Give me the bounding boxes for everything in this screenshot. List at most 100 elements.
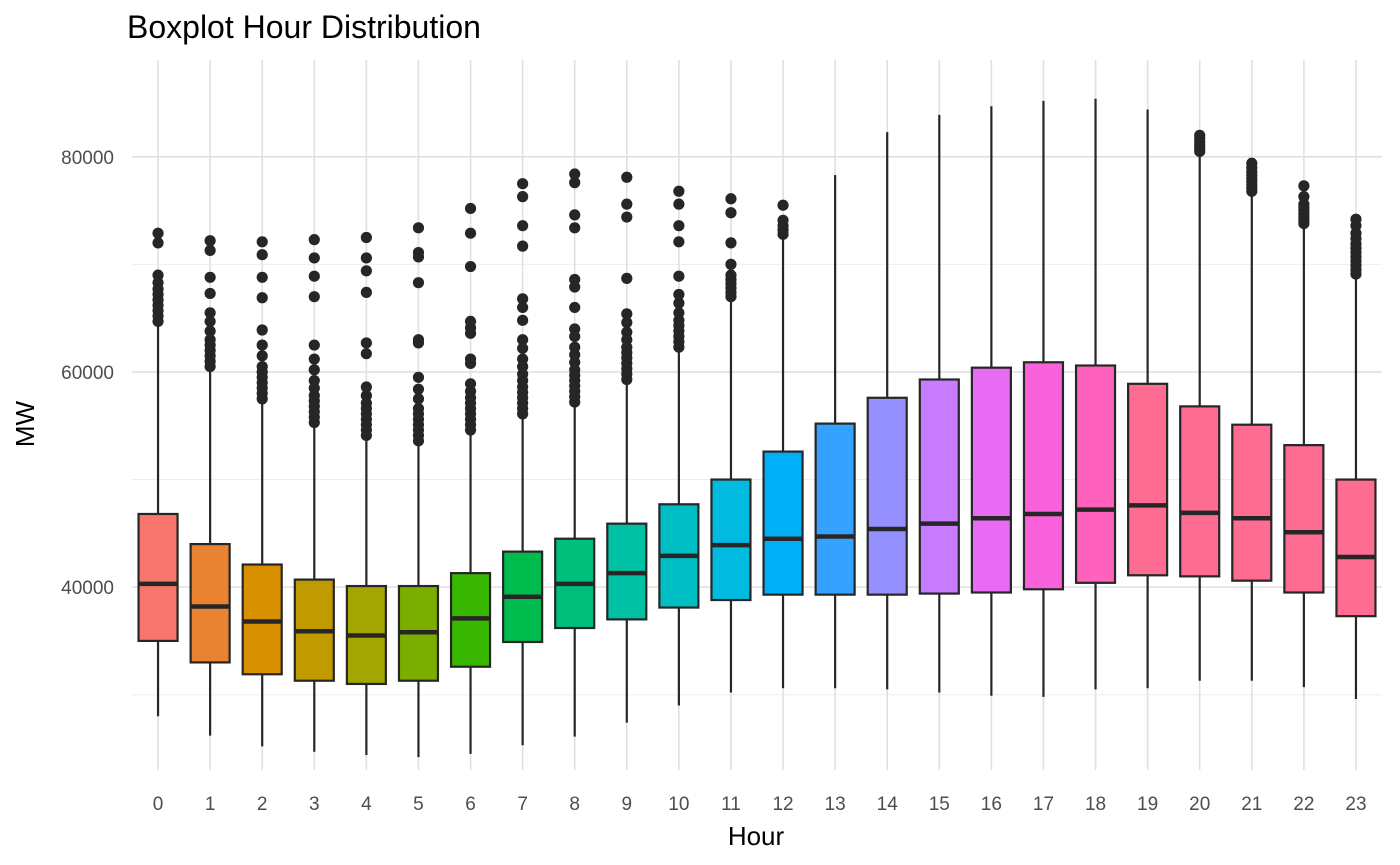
outlier-point <box>360 348 372 360</box>
outlier-point <box>621 211 633 223</box>
outlier-point <box>204 235 216 247</box>
outlier-point <box>569 323 581 335</box>
x-tick-label: 0 <box>153 794 164 815</box>
outlier-point <box>412 222 425 234</box>
x-tick-label: 22 <box>1293 794 1314 815</box>
outlier-point <box>725 237 737 249</box>
box-hour-8 <box>554 168 596 737</box>
box-iqr <box>866 396 908 596</box>
x-tick-label: 19 <box>1137 794 1158 815</box>
box-hour-14 <box>866 132 908 690</box>
outlier-point <box>360 381 372 393</box>
x-tick-label: 18 <box>1085 794 1106 815</box>
box-iqr <box>1074 364 1117 584</box>
outlier-point <box>412 383 425 395</box>
box-hour-12 <box>762 199 804 689</box>
outlier-point <box>360 390 372 402</box>
y-tick-label: 40000 <box>61 578 114 599</box>
box-hour-22 <box>1283 180 1325 688</box>
outlier-point <box>517 301 529 314</box>
outlier-point <box>308 364 320 376</box>
outlier-point <box>569 273 581 286</box>
outlier-point <box>517 220 529 232</box>
box-iqr <box>1335 478 1377 618</box>
box-hour-23 <box>1335 213 1377 699</box>
x-tick-label: 5 <box>413 794 424 815</box>
outlier-point <box>308 374 320 387</box>
box-iqr <box>814 422 856 596</box>
box-hour-17 <box>1022 100 1065 697</box>
x-tick-label: 14 <box>877 794 899 815</box>
outlier-point <box>360 231 372 244</box>
y-tick-label: 80000 <box>61 148 114 169</box>
outlier-point <box>725 269 737 281</box>
x-tick-label: 4 <box>361 794 372 815</box>
box-hour-0 <box>137 227 179 717</box>
outlier-point <box>412 371 425 383</box>
outlier-point <box>360 265 372 277</box>
outlier-point <box>569 301 581 314</box>
outlier-point <box>569 168 581 180</box>
outlier-point <box>464 202 477 215</box>
outlier-point <box>517 334 529 346</box>
outlier-point <box>673 185 685 197</box>
box-hour-5 <box>397 222 440 758</box>
y-axis-ticks: 40000 60000 80000 <box>61 148 114 599</box>
outlier-point <box>517 353 529 365</box>
outlier-point <box>569 222 581 234</box>
box-hour-18 <box>1074 98 1117 690</box>
outlier-point <box>673 236 685 248</box>
box-hour-7 <box>502 178 544 746</box>
box-hour-21 <box>1231 157 1273 681</box>
outlier-point <box>152 269 164 281</box>
box-hour-6 <box>449 202 492 754</box>
outlier-point <box>673 288 685 301</box>
outlier-point <box>464 227 477 239</box>
outlier-point <box>308 339 320 351</box>
outlier-point <box>1298 191 1310 203</box>
outlier-point <box>517 342 529 354</box>
outlier-point <box>673 307 685 319</box>
box-iqr <box>137 512 179 643</box>
y-tick-label: 60000 <box>61 363 114 384</box>
outlier-point <box>204 307 216 319</box>
y-axis-title: MW <box>10 400 40 447</box>
x-axis-title: Hour <box>728 821 785 851</box>
outlier-point <box>621 308 633 320</box>
box-iqr <box>1022 361 1065 591</box>
outlier-point <box>621 272 633 284</box>
outlier-point <box>360 286 372 298</box>
box-hour-1 <box>189 235 231 736</box>
outlier-point <box>621 198 633 210</box>
box-iqr <box>918 378 960 595</box>
box-hour-15 <box>918 114 960 693</box>
chart-title: Boxplot Hour Distribution <box>127 9 481 45</box>
x-tick-label: 2 <box>257 794 268 815</box>
x-tick-label: 7 <box>517 794 528 815</box>
box-hour-16 <box>970 106 1012 696</box>
box-hour-11 <box>710 193 752 693</box>
outlier-point <box>673 220 685 232</box>
box-iqr <box>710 478 752 602</box>
outlier-point <box>204 334 216 346</box>
outlier-point <box>777 214 789 226</box>
box-iqr <box>189 542 231 664</box>
box-hour-2 <box>241 236 283 747</box>
outlier-point <box>256 236 268 248</box>
x-tick-label: 23 <box>1345 794 1366 815</box>
x-tick-label: 1 <box>205 794 216 815</box>
x-tick-label: 10 <box>668 794 689 815</box>
outlier-point <box>256 271 268 283</box>
x-tick-label: 3 <box>309 794 320 815</box>
x-tick-label: 16 <box>981 794 1002 815</box>
outlier-point <box>360 252 372 264</box>
outlier-point <box>256 360 268 373</box>
outlier-point <box>725 207 737 219</box>
outlier-point <box>1350 213 1362 225</box>
box-iqr <box>1231 423 1273 582</box>
outlier-point <box>412 402 425 415</box>
outlier-point <box>204 244 216 257</box>
outlier-point <box>152 227 164 239</box>
outlier-point <box>673 270 685 282</box>
outlier-point <box>360 337 372 349</box>
